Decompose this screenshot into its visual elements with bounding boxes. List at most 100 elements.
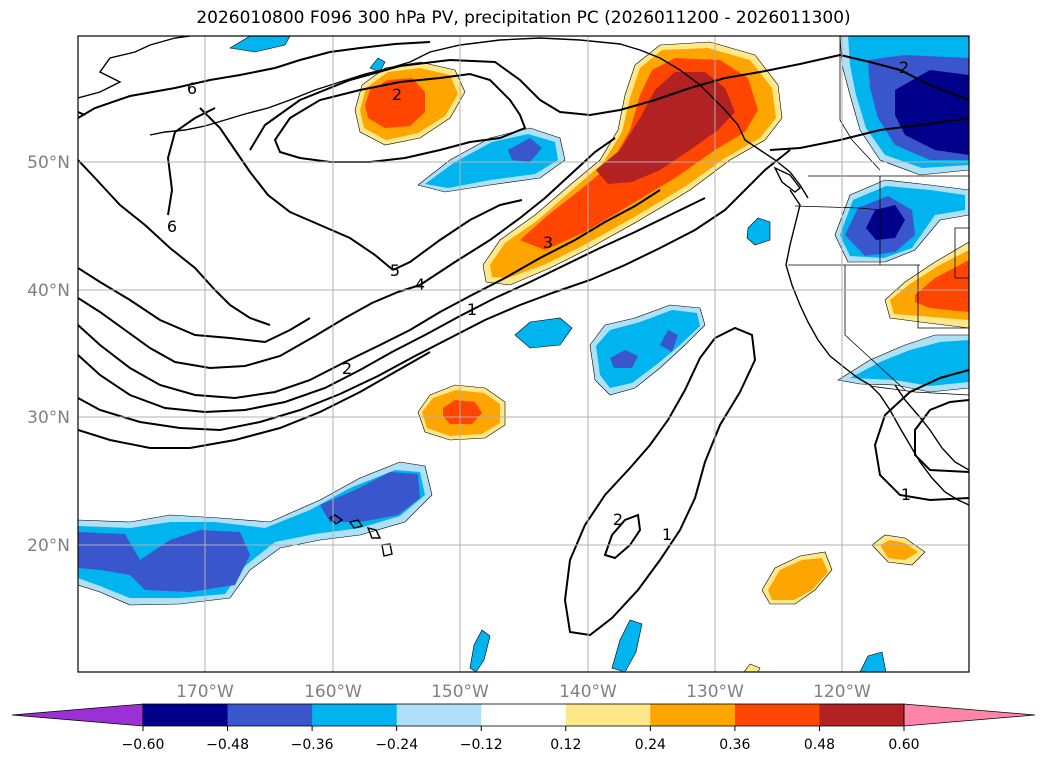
pv-contour-1-b xyxy=(78,351,431,449)
precip-negative-region-gulf-west-core xyxy=(508,138,542,162)
contour-label: 2 xyxy=(342,359,352,378)
coastline-vancouver-island xyxy=(773,166,801,193)
lat-label-30n: 30°N xyxy=(27,408,70,428)
lon-label-140w: 140°W xyxy=(559,682,617,702)
pv-contour-layer xyxy=(78,41,969,637)
pv-contour-1-loop xyxy=(563,326,757,637)
pv-contour-6 xyxy=(78,41,431,119)
colorbar-tick-label: −0.24 xyxy=(375,737,418,753)
precip-negative-region-southwest-us-mid xyxy=(850,340,969,386)
longitude-axis: 170°W 160°W 150°W 140°W 130°W 120°W xyxy=(176,682,871,702)
pv-contour-5b xyxy=(392,199,523,271)
colorbar-segment xyxy=(650,704,736,726)
contour-label: 6 xyxy=(167,217,177,236)
contour-label: 3 xyxy=(543,233,553,252)
colorbar-segment xyxy=(481,704,567,726)
coastline-hawaii-3 xyxy=(366,526,382,539)
colorbar-tick-label: −0.48 xyxy=(206,737,249,753)
figure-title: 2026010800 F096 300 hPa PV, precipitatio… xyxy=(196,8,851,28)
contour-label: 1 xyxy=(901,485,911,504)
colorbar-frame xyxy=(142,703,905,727)
colorbar: −0.60 −0.48 −0.36 −0.24 −0.12 0.12 0.24 0.36 0.4… xyxy=(11,703,1036,753)
lon-label-120w: 120°W xyxy=(813,682,871,702)
lon-label-160w: 160°W xyxy=(304,682,362,702)
precip-negative-region-small-coast xyxy=(746,217,771,246)
colorbar-segment xyxy=(396,704,482,726)
contour-label: 5 xyxy=(390,261,400,280)
pv-contour-2 xyxy=(78,197,706,414)
precip-negative-region-south-2 xyxy=(611,619,643,672)
precip-negative-region-northeast-core xyxy=(895,70,969,155)
contour-label: 1 xyxy=(662,525,672,544)
contour-label: 4 xyxy=(415,275,425,294)
precip-negative-region-hawaii-east xyxy=(320,472,420,522)
colorbar-segment xyxy=(312,704,398,726)
coastline-layer xyxy=(78,36,969,557)
coastline-alaska-south xyxy=(409,37,711,96)
precipitation-fill-layer xyxy=(78,36,969,672)
contour-label: 2 xyxy=(613,510,623,529)
precip-negative-region-northwest-us-core xyxy=(866,205,905,240)
colorbar-extend-max xyxy=(903,703,1036,727)
colorbar-tick-label: 0.48 xyxy=(804,737,835,753)
precip-negative-region-small-pacific xyxy=(514,317,573,349)
precip-negative-region-central-pacific-mid xyxy=(596,310,700,388)
contour-label: 6 xyxy=(187,79,197,98)
contour-label: 2 xyxy=(392,85,402,104)
pv-contour-2-loop xyxy=(603,513,642,560)
lat-label-40n: 40°N xyxy=(27,281,70,301)
lat-label-20n: 20°N xyxy=(27,536,70,556)
coastline-hawaii-2 xyxy=(348,519,364,529)
colorbar-segment xyxy=(227,704,313,726)
contour-label: 1 xyxy=(467,300,477,319)
colorbar-tick-label: 0.12 xyxy=(550,737,581,753)
precip-negative-region-central-pacific-core-1 xyxy=(610,350,638,368)
precip-negative-region-south-3 xyxy=(859,651,887,672)
lon-label-130w: 130°W xyxy=(686,682,744,702)
border-nevada-california xyxy=(844,265,906,391)
pv-contour-4 xyxy=(78,284,421,370)
pv-contour-6-west-upper xyxy=(166,107,216,216)
pv-contour-6-corner xyxy=(78,111,86,116)
contour-label: 2 xyxy=(899,58,909,77)
pv-contour-2-east xyxy=(839,54,969,101)
colorbar-segment xyxy=(143,704,229,726)
latitude-axis: 50°N 40°N 30°N 20°N xyxy=(27,153,70,556)
pv-contour-5 xyxy=(78,267,311,344)
lon-label-170w: 170°W xyxy=(176,682,234,702)
colorbar-segment xyxy=(819,704,905,726)
precip-negative-region-aleutian xyxy=(229,36,291,53)
pv-contour-5-east xyxy=(199,107,394,271)
border-us-mexico xyxy=(869,385,969,396)
pv-contour-1-a xyxy=(78,149,791,432)
coastline-hawaii-4 xyxy=(381,543,393,557)
precip-positive-region-east-pacific-orange xyxy=(768,558,828,600)
pv-contour-1-east xyxy=(769,117,969,151)
border-washington-oregon xyxy=(794,205,881,211)
colorbar-tick-label: 0.24 xyxy=(635,737,666,753)
coastline-us-west xyxy=(785,189,881,396)
precip-positive-region-small-south xyxy=(743,663,761,672)
pv-contour-6-west xyxy=(78,159,271,326)
lon-label-150w: 150°W xyxy=(431,682,489,702)
border-utah xyxy=(917,265,969,329)
pv-contour-1-southeast xyxy=(873,369,969,502)
border-wyoming xyxy=(954,227,969,279)
pv-contour-2-southeast xyxy=(914,399,969,473)
lat-label-50n: 50°N xyxy=(27,153,70,173)
coastline-aleutians xyxy=(149,61,411,136)
colorbar-tick-label: −0.12 xyxy=(460,737,503,753)
pv-contour-3-outer xyxy=(249,54,841,151)
border-canada-alaska xyxy=(839,36,881,171)
political-border-layer xyxy=(788,36,969,396)
contour-label-layer: 6 6 2 54 3 1 2 2 1 1 2 xyxy=(167,58,911,544)
colorbar-segment xyxy=(734,704,820,726)
coastline-panhandle xyxy=(709,94,809,199)
precip-positive-region-subtropical-core xyxy=(443,400,482,424)
precip-negative-region-central-pacific-core-2 xyxy=(660,330,678,352)
map-frame xyxy=(77,35,970,673)
colorbar-extend-min xyxy=(11,703,144,727)
coastline-baja xyxy=(879,394,969,506)
pv-contour-4b xyxy=(419,137,616,286)
